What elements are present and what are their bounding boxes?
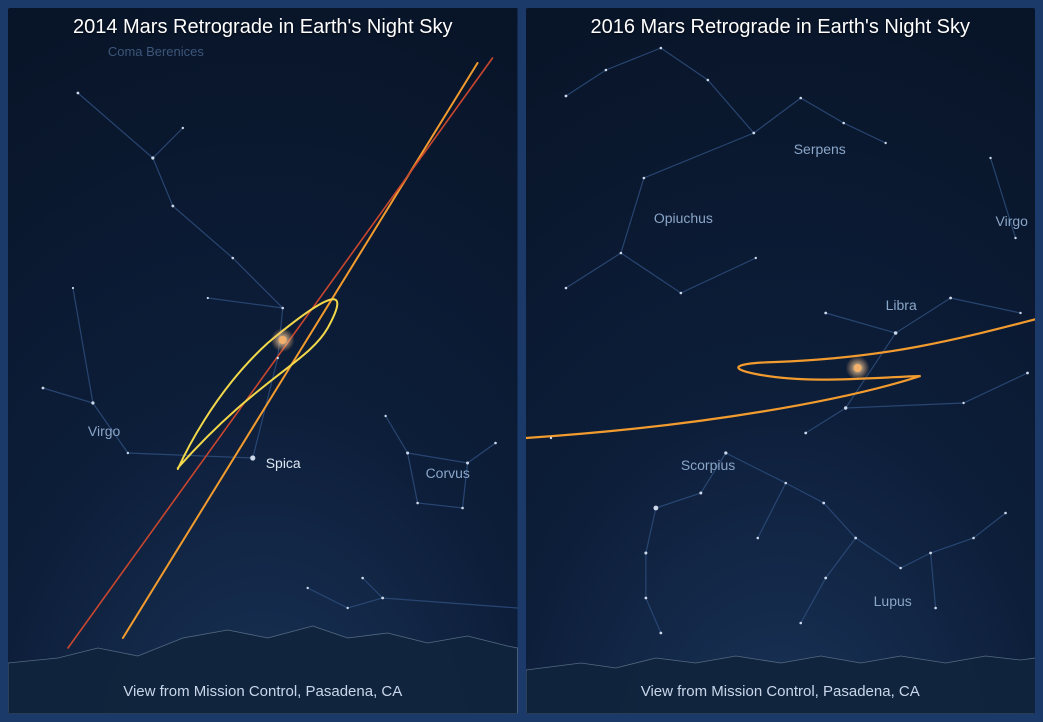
svg-text:Coma Berenices: Coma Berenices (108, 44, 204, 59)
sky-bg (8, 8, 518, 714)
svg-text:Virgo: Virgo (995, 213, 1028, 229)
panel-2014: VirgoCorvusSpicaComa Berenices 2014 Mars… (8, 8, 518, 714)
comparison-frame: VirgoCorvusSpicaComa Berenices 2014 Mars… (0, 0, 1043, 722)
panel-2016: SerpensOpiuchusVirgoLibraScorpiusLupus 2… (526, 8, 1036, 714)
svg-text:Lupus: Lupus (873, 593, 911, 609)
svg-text:Spica: Spica (266, 455, 301, 471)
svg-text:Opiuchus: Opiuchus (653, 210, 712, 226)
mars-2016 (845, 356, 869, 380)
svg-text:Scorpius: Scorpius (680, 457, 734, 473)
mars-2014 (271, 328, 295, 352)
svg-text:Virgo: Virgo (88, 423, 121, 439)
svg-text:Libra: Libra (885, 297, 916, 313)
sky-2014: Virgo Corvus Spica Coma Berenices (8, 8, 518, 714)
svg-text:Corvus: Corvus (426, 465, 470, 481)
svg-text:Serpens: Serpens (793, 141, 845, 157)
sky-2016: Serpens Opiuchus Virgo Libra Scorpius Lupus (526, 8, 1036, 714)
